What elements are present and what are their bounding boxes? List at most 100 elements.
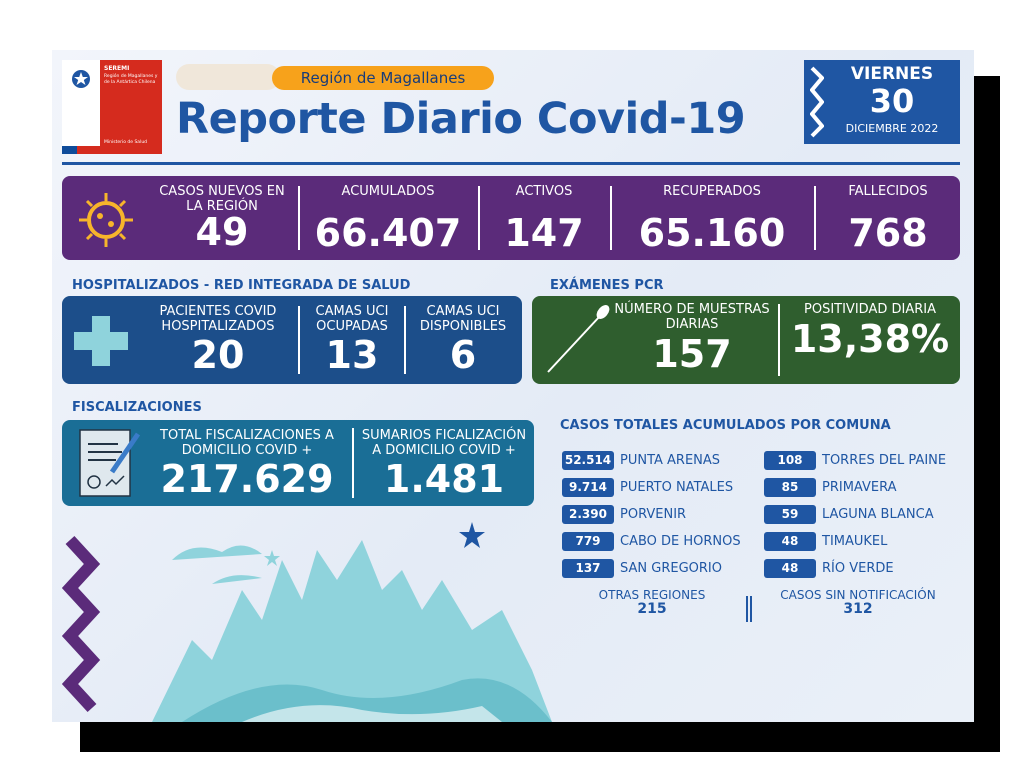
stat-value: 147 [504,211,584,255]
comuna-name: CABO DE HORNOS [620,534,741,549]
comuna-value: 108 [764,451,816,470]
comuna-name: PRIMAVERA [822,480,897,495]
comuna-name: PORVENIR [620,507,687,522]
fiscalizaciones-panel: TOTAL FISCALIZACIONES A DOMICILIO COVID … [62,420,534,506]
hosp-camas-ocupadas: CAMAS UCI OCUPADAS 13 [302,296,402,384]
zigzag-icon [810,66,824,138]
casos-sin-notificacion: CASOS SIN NOTIFICACIÓN 312 [758,588,958,616]
logo-ministry: Ministerio de Salud [104,140,148,145]
comuna-value: 137 [562,559,614,578]
list-item: 2.390 PORVENIR [562,504,686,524]
virus-icon [79,193,133,247]
fiscalizaciones-section-title: FISCALIZACIONES [72,400,202,415]
hospital-panel: PACIENTES COVID HOSPITALIZADOS 20 CAMAS … [62,296,522,384]
fisc-sumarios: SUMARIOS FICALIZACIÓN A DOMICILIO COVID … [358,420,530,506]
hosp-pacientes: PACIENTES COVID HOSPITALIZADOS 20 [142,296,294,384]
comuna-name: TORRES DEL PAINE [822,453,947,468]
brush-decoration [176,64,280,90]
date-month-year: DICIEMBRE 2022 [845,122,939,135]
list-item: 108 TORRES DEL PAINE [764,450,946,470]
date-weekday: VIERNES [850,64,934,84]
logo-org: SEREMI [104,65,130,72]
comuna-name: PUNTA ARENAS [620,453,721,468]
extra-divider [746,596,752,622]
logo-sub: Región de Magallanes y de la Antártica C… [104,74,158,85]
hosp-label: CAMAS UCI OCUPADAS [315,304,389,334]
stat-fallecidos: FALLECIDOS 768 [818,176,958,260]
list-item: 85 PRIMAVERA [764,477,897,497]
comuna-name: LAGUNA BLANCA [822,507,934,522]
chile-coat-of-arms-icon [72,70,90,88]
page-title: Reporte Diario Covid-19 [176,94,746,144]
list-item: 137 SAN GREGORIO [562,558,722,578]
pcr-value: 157 [652,332,732,376]
hosp-value: 13 [325,333,379,377]
header-divider [62,162,960,165]
otras-regiones-value: 215 [637,601,667,617]
pcr-positividad: POSITIVIDAD DIARIA 13,38% [782,296,958,384]
otras-regiones: OTRAS REGIONES 215 [572,588,732,616]
stat-acumulados: ACUMULADOS 66.407 [302,176,474,260]
comuna-name: SAN GREGORIO [620,561,722,576]
comuna-value: 52.514 [562,451,614,470]
hosp-label: CAMAS UCI DISPONIBLES [419,304,507,334]
stat-activos: ACTIVOS 147 [482,176,606,260]
pcr-section-title: EXÁMENES PCR [550,278,664,293]
fisc-total: TOTAL FISCALIZACIONES A DOMICILIO COVID … [152,420,342,506]
comuna-name: TIMAUKEL [822,534,888,549]
comuna-value: 9.714 [562,478,614,497]
pcr-muestras: NÚMERO DE MUESTRAS DIARIAS 157 [612,296,772,384]
comuna-value: 779 [562,532,614,551]
stat-label: RECUPERADOS [663,184,761,199]
comuna-value: 48 [764,532,816,551]
stat-casos-nuevos: CASOS NUEVOS EN LA REGIÓN 49 [152,176,292,260]
comuna-value: 59 [764,505,816,524]
date-day: 30 [869,82,915,120]
pcr-value: 13,38% [790,317,950,361]
stat-value: 49 [195,210,249,254]
seremi-logo: SEREMI Región de Magallanes y de la Antá… [62,60,162,154]
document-pen-icon [79,429,141,497]
main-stats-panel: CASOS NUEVOS EN LA REGIÓN 49 ACUMULADOS … [62,176,960,260]
stat-label: ACUMULADOS [341,184,435,199]
pcr-panel: NÚMERO DE MUESTRAS DIARIAS 157 POSITIVID… [532,296,960,384]
hosp-camas-disponibles: CAMAS UCI DISPONIBLES 6 [408,296,518,384]
comunas-section-title: CASOS TOTALES ACUMULADOS POR COMUNA [560,418,891,433]
comuna-value: 85 [764,478,816,497]
hosp-value: 20 [191,333,245,377]
date-box: VIERNES 30 DICIEMBRE 2022 [804,60,960,144]
comuna-name: PUERTO NATALES [620,480,734,495]
stat-label: ACTIVOS [515,184,573,199]
sin-notificacion-value: 312 [843,601,873,617]
list-item: 779 CABO DE HORNOS [562,531,741,551]
list-item: 59 LAGUNA BLANCA [764,504,934,524]
comuna-name: RÍO VERDE [822,561,894,576]
list-item: 52.514 PUNTA ARENAS [562,450,720,470]
stat-value: 65.160 [638,211,786,255]
stat-value: 66.407 [314,211,462,255]
swab-icon [547,305,610,373]
fisc-label: SUMARIOS FICALIZACIÓN A DOMICILIO COVID … [361,428,527,458]
region-badge: Región de Magallanes [272,66,494,90]
hosp-label: PACIENTES COVID HOSPITALIZADOS [159,304,277,334]
list-item: 48 RÍO VERDE [764,558,894,578]
list-item: 48 TIMAUKEL [764,531,887,551]
hosp-value: 6 [449,333,477,377]
fisc-label: TOTAL FISCALIZACIONES A DOMICILIO COVID … [160,428,334,458]
stat-recuperados: RECUPERADOS 65.160 [614,176,810,260]
fisc-value: 217.629 [160,457,334,501]
report-card: SEREMI Región de Magallanes y de la Antá… [52,50,974,722]
sin-notificacion-label: CASOS SIN NOTIFICACIÓN [780,588,936,602]
stat-label: FALLECIDOS [848,184,928,199]
medical-cross-icon [74,316,128,366]
stat-value: 768 [848,211,928,255]
comuna-value: 2.390 [562,505,614,524]
pcr-label: POSITIVIDAD DIARIA [804,302,936,317]
otras-regiones-label: OTRAS REGIONES [598,588,706,602]
list-item: 9.714 PUERTO NATALES [562,477,733,497]
comuna-value: 48 [764,559,816,578]
stat-label: CASOS NUEVOS EN LA REGIÓN [159,184,285,214]
fisc-value: 1.481 [383,457,505,501]
torres-del-paine-illustration [62,522,552,722]
pcr-label: NÚMERO DE MUESTRAS DIARIAS [614,302,770,332]
